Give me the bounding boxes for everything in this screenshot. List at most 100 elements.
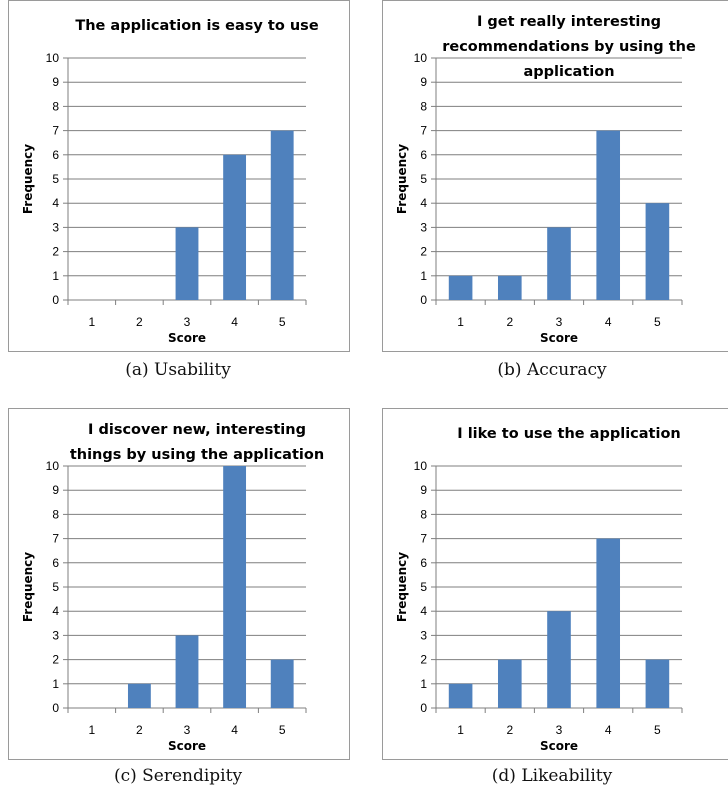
y-tick-label: 1	[420, 269, 427, 283]
bar	[547, 611, 571, 708]
y-tick-label: 4	[420, 196, 427, 210]
caption-usability: (a) Usability	[125, 360, 231, 380]
chart-title-line: I get really interesting	[477, 14, 661, 30]
y-tick-label: 5	[52, 580, 59, 594]
y-axis-label: Frequency	[395, 144, 409, 214]
x-tick-label: 3	[556, 723, 563, 737]
y-tick-label: 1	[52, 677, 59, 691]
bar	[645, 203, 670, 300]
chart-title-line: I discover new, interesting	[88, 422, 306, 438]
y-tick-label: 7	[52, 532, 59, 546]
x-axis-label: Score	[168, 331, 206, 345]
y-tick-label: 2	[52, 653, 59, 667]
bar	[448, 275, 473, 300]
x-tick-label: 5	[654, 723, 661, 737]
y-tick-label: 10	[414, 459, 428, 473]
y-tick-label: 3	[52, 628, 59, 642]
y-tick-label: 4	[420, 604, 427, 618]
y-tick-label: 3	[420, 220, 427, 234]
y-tick-label: 4	[52, 604, 59, 618]
panel-likeability: 0 1 2 3 4 5 6 7 8 9 10 1 2 3 4 5 Score Frequency I like to…	[382, 408, 728, 796]
y-tick-label: 9	[52, 483, 59, 497]
chart-serendipity: 0 1 2 3 4 5 6 7 8 9 10 1 2 3 4 5 Score Frequency I discove…	[21, 422, 324, 753]
bar	[547, 227, 571, 300]
y-tick-label: 6	[52, 148, 59, 162]
bar	[270, 659, 294, 708]
chart-title-line: The application is easy to use	[75, 18, 318, 34]
caption-accuracy: (b) Accuracy	[497, 360, 607, 380]
chart-title-line: application	[523, 64, 614, 80]
bar	[223, 466, 247, 708]
chart-title-line: recommendations by using the	[442, 39, 696, 55]
x-tick-label: 1	[457, 315, 464, 329]
y-tick-label: 8	[420, 99, 427, 113]
bar	[448, 683, 473, 708]
y-tick-label: 10	[414, 51, 428, 65]
x-tick-label: 5	[279, 315, 286, 329]
bar	[645, 659, 670, 708]
y-axis-label: Frequency	[395, 552, 409, 622]
y-tick-label: 6	[52, 556, 59, 570]
bar	[127, 683, 151, 708]
x-tick-label: 5	[654, 315, 661, 329]
panel-usability: 0 1 2 3 4 5 6 7 8 9 10 1 2 3 4 5 Score Frequency The appli…	[8, 0, 350, 392]
y-tick-label: 8	[52, 99, 59, 113]
bar	[270, 130, 294, 300]
y-tick-label: 0	[420, 701, 427, 715]
y-tick-label: 0	[52, 701, 59, 715]
x-tick-label: 3	[184, 723, 191, 737]
x-tick-label: 5	[279, 723, 286, 737]
bar	[596, 538, 621, 708]
panel-accuracy: 0 1 2 3 4 5 6 7 8 9 10 1 2 3 4 5 Score Frequency I get rea…	[382, 0, 728, 392]
y-tick-label: 6	[420, 148, 427, 162]
y-tick-label: 5	[420, 172, 427, 186]
x-tick-label: 1	[457, 723, 464, 737]
y-tick-label: 2	[52, 245, 59, 259]
x-tick-label: 1	[88, 723, 95, 737]
y-axis-label: Frequency	[21, 552, 35, 622]
y-tick-label: 2	[420, 653, 427, 667]
bar	[175, 227, 199, 300]
x-tick-label: 2	[136, 723, 143, 737]
y-tick-label: 7	[420, 124, 427, 138]
x-tick-label: 2	[506, 315, 513, 329]
chart-likeability: 0 1 2 3 4 5 6 7 8 9 10 1 2 3 4 5 Score Frequency I like to…	[395, 426, 683, 753]
y-tick-label: 0	[52, 293, 59, 307]
y-tick-label: 3	[420, 628, 427, 642]
y-tick-label: 9	[420, 75, 427, 89]
y-tick-label: 8	[52, 507, 59, 521]
caption-serendipity: (c) Serendipity	[113, 766, 243, 786]
bar	[223, 154, 247, 300]
x-tick-label: 1	[88, 315, 95, 329]
y-tick-label: 2	[420, 245, 427, 259]
chart-title-line: I like to use the application	[457, 426, 680, 442]
y-tick-label: 1	[52, 269, 59, 283]
x-tick-label: 3	[184, 315, 191, 329]
y-axis-label: Frequency	[21, 144, 35, 214]
x-tick-label: 4	[231, 723, 238, 737]
caption-likeability: (d) Likeability	[491, 766, 613, 786]
y-tick-label: 10	[46, 459, 60, 473]
y-tick-label: 5	[420, 580, 427, 594]
x-axis-label: Score	[168, 739, 206, 753]
chart-accuracy: 0 1 2 3 4 5 6 7 8 9 10 1 2 3 4 5 Score Frequency I get rea…	[395, 14, 696, 345]
y-tick-label: 7	[52, 124, 59, 138]
chart-usability: 0 1 2 3 4 5 6 7 8 9 10 1 2 3 4 5 Score Frequency The appli…	[21, 18, 319, 345]
x-axis-label: Score	[540, 331, 578, 345]
y-tick-label: 7	[420, 532, 427, 546]
y-tick-label: 0	[420, 293, 427, 307]
y-tick-label: 1	[420, 677, 427, 691]
y-tick-label: 9	[52, 75, 59, 89]
y-tick-label: 8	[420, 507, 427, 521]
x-tick-label: 4	[605, 315, 612, 329]
bar	[175, 635, 199, 708]
chart-title-line: things by using the application	[70, 447, 324, 463]
y-tick-label: 4	[52, 196, 59, 210]
bar	[497, 659, 522, 708]
y-tick-label: 9	[420, 483, 427, 497]
y-tick-label: 5	[52, 172, 59, 186]
y-tick-label: 10	[46, 51, 60, 65]
x-tick-label: 2	[136, 315, 143, 329]
x-tick-label: 2	[506, 723, 513, 737]
bar	[497, 275, 522, 300]
